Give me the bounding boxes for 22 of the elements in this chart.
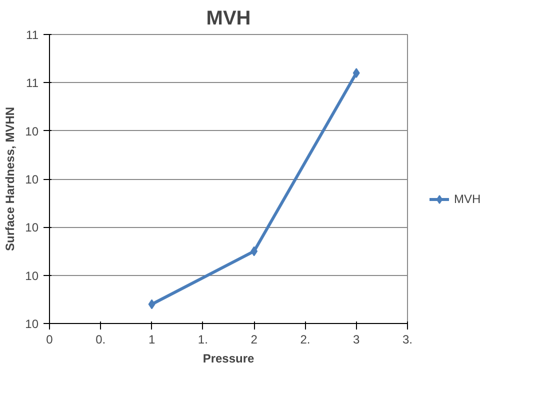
- legend-label: MVH: [454, 192, 481, 206]
- x-axis-title: Pressure: [202, 352, 255, 366]
- y-tick-label: 10: [25, 172, 39, 186]
- x-tick-label: 3: [353, 332, 360, 346]
- y-tick-label: 10: [25, 268, 39, 283]
- y-tick-label: 11: [26, 28, 39, 42]
- x-tick-label: 0.: [96, 332, 106, 346]
- y-tick-label: 10: [25, 124, 39, 138]
- x-tick-label: 1: [148, 332, 156, 346]
- point: [148, 299, 156, 310]
- x-tick-label: 2: [250, 332, 258, 346]
- point: [352, 68, 360, 78]
- x-tick-label: 3.: [402, 332, 413, 346]
- x-tick-label: 1.: [198, 332, 208, 346]
- point: [250, 246, 258, 256]
- y-tick-label: 10: [25, 317, 39, 331]
- y-tick-label: 10: [25, 220, 39, 235]
- x-tick-label: 0: [46, 332, 54, 346]
- x-tick-label: 2.: [300, 332, 310, 346]
- chart-title: MVH: [206, 8, 251, 30]
- y-tick-label: 11: [26, 76, 39, 90]
- y-axis-title: Surface Hardness, MVHN: [3, 106, 18, 252]
